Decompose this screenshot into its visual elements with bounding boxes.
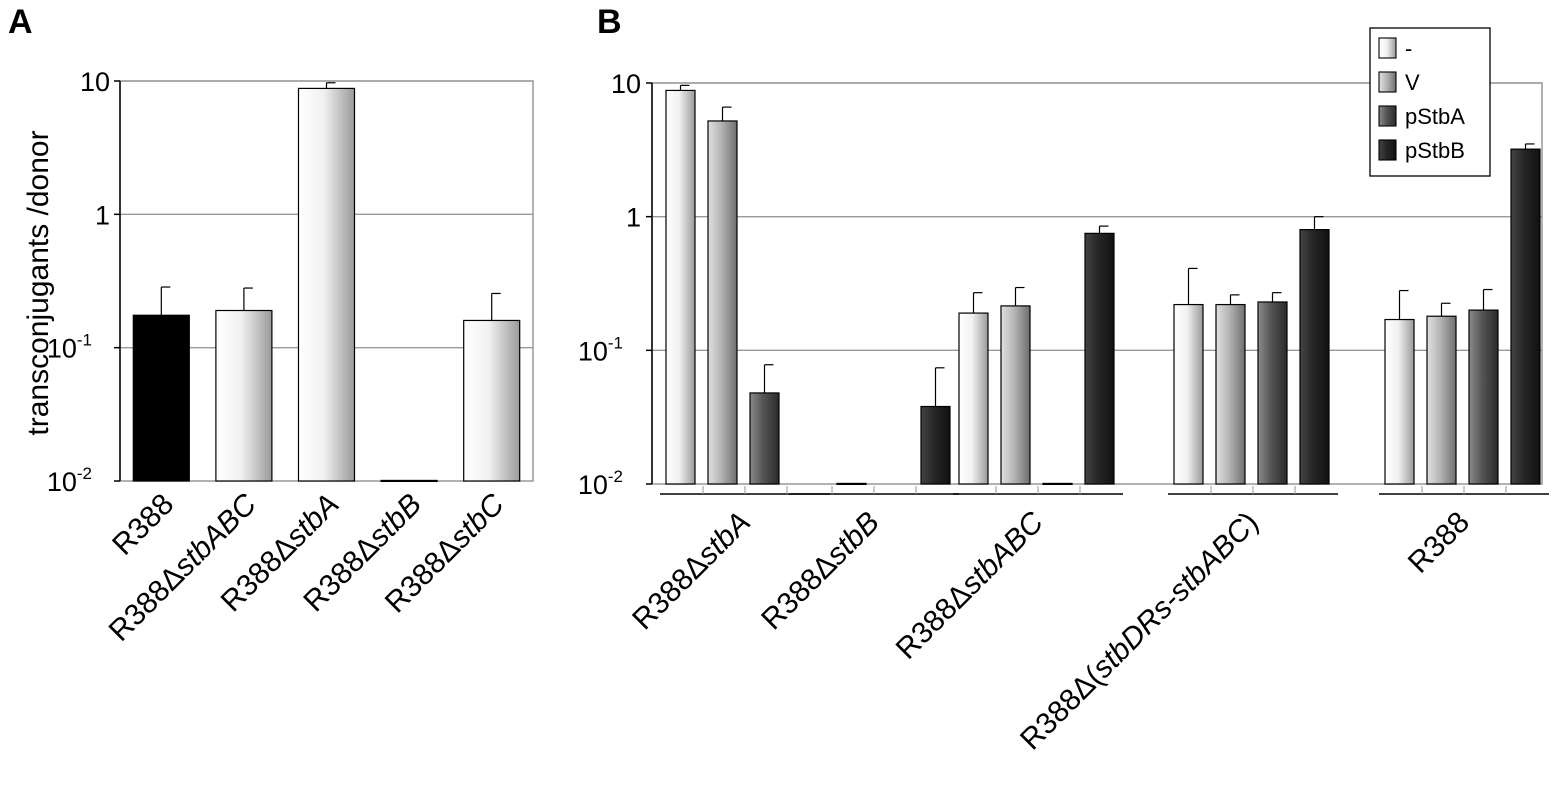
legend-swatch (1378, 139, 1397, 161)
b-category-label: R388Δ(stbDRs-stbABC) (1014, 506, 1265, 757)
a-tick-label: 10 (80, 67, 110, 97)
panel-a: 10 1 10-1 10-2 R388R388ΔstbABCR388ΔstbAR388… (22, 67, 534, 648)
bar-b-- (665, 89, 696, 485)
bar-a (297, 87, 356, 482)
legend-swatch (1378, 105, 1397, 127)
bar-b-V (1215, 303, 1246, 485)
y-ticks-b: 10 1 10-1 10-2 (578, 69, 641, 500)
legend-label: - (1405, 36, 1412, 61)
legend-label: pStbA (1405, 104, 1465, 129)
bar-a (132, 314, 190, 482)
a-tick-label: 10-1 (47, 331, 92, 364)
bar-b-V (836, 482, 867, 486)
bar-b-pStbB (1299, 229, 1330, 485)
y-axis-label: transconjugants /donor (22, 130, 55, 435)
x-tick-labels-a: R388R388ΔstbABCR388ΔstbAR388ΔstbBR388Δst… (103, 487, 511, 647)
bar-b-V (1000, 305, 1031, 485)
bar-b-pStbB (1510, 148, 1541, 485)
legend-swatch (1378, 37, 1397, 59)
a-tick-label: 1 (95, 200, 110, 230)
group-brackets-b (660, 486, 1549, 495)
legend-label: V (1405, 70, 1420, 95)
bars-a (132, 82, 521, 483)
bar-b-V (1426, 315, 1457, 485)
b-tick-label: 10 (611, 69, 641, 99)
legend-label: pStbB (1405, 138, 1465, 163)
a-tick-label: 10-2 (47, 464, 92, 497)
bars-b (665, 84, 1541, 486)
legend-swatch (1378, 71, 1397, 93)
x-tick-labels-b: R388ΔstbAR388ΔstbBR388ΔstbABCR388Δ(stbDR… (626, 505, 1476, 756)
bar-b-pStbB (1084, 232, 1115, 485)
bar-b-pStbA (1468, 309, 1499, 485)
b-category-label: R388ΔstbABC (890, 505, 1050, 665)
a-category-label: R388 (106, 488, 180, 562)
panel-label-b: B (597, 3, 622, 41)
b-category-label: R388ΔstbA (626, 506, 757, 637)
bar-b-pStbA (749, 392, 780, 485)
bar-b-pStbA (1257, 301, 1288, 485)
bar-b-- (958, 312, 989, 485)
y-ticks-a: 10 1 10-1 10-2 (47, 67, 110, 497)
panel-label-a: A (8, 3, 33, 41)
a-category-label: R388ΔstbABC (103, 487, 263, 647)
b-category-label: R388 (1402, 506, 1476, 580)
bar-a (215, 309, 273, 482)
b-tick-label: 1 (626, 203, 641, 233)
bar-b-- (1384, 318, 1415, 485)
bar-b-pStbB (920, 405, 951, 485)
bar-b-pStbA (1042, 482, 1073, 486)
panel-b: 10 1 10-1 10-2 R388ΔstbAR388ΔstbBR388ΔstbAB… (578, 27, 1549, 756)
bar-b-V (707, 120, 738, 485)
b-category-label: R388ΔstbB (755, 506, 886, 637)
bar-a (380, 479, 438, 483)
b-tick-label: 10-2 (578, 467, 623, 500)
b-tick-label: 10-1 (578, 333, 623, 366)
bar-b-- (1173, 303, 1204, 485)
bar-a (463, 319, 521, 482)
